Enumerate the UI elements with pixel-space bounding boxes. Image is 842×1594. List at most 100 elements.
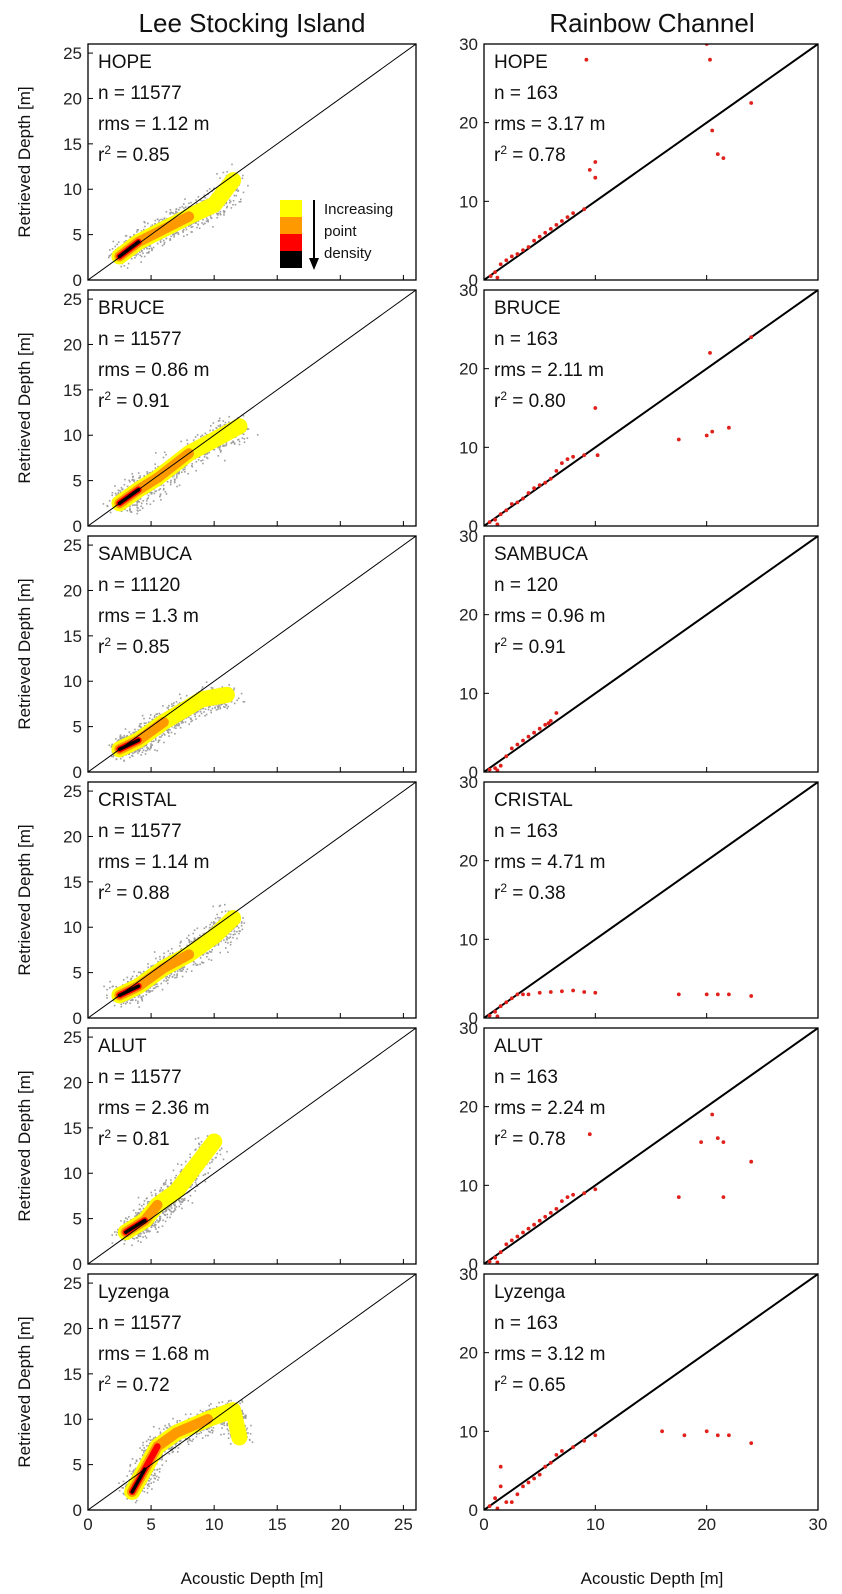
cloud-point xyxy=(170,484,172,486)
cloud-point xyxy=(191,970,193,972)
legend-line-2: density xyxy=(324,245,372,262)
cloud-point xyxy=(167,979,169,981)
data-point xyxy=(749,994,753,998)
y-tick-label: 10 xyxy=(459,684,478,703)
cloud-point xyxy=(238,698,240,700)
cloud-point xyxy=(129,1002,131,1004)
cloud-point xyxy=(162,219,164,221)
cloud-point xyxy=(217,707,219,709)
cloud-point xyxy=(242,178,244,180)
cloud-point xyxy=(182,1200,184,1202)
cloud-point xyxy=(216,1153,218,1155)
y-tick-label: 15 xyxy=(63,627,82,646)
data-point xyxy=(749,335,753,339)
y-tick-label: 10 xyxy=(63,426,82,445)
cloud-point xyxy=(170,1179,172,1181)
cloud-point xyxy=(145,753,147,755)
cloud-point xyxy=(143,221,145,223)
data-point xyxy=(504,258,508,262)
cloud-point xyxy=(121,487,123,489)
cloud-point xyxy=(150,504,152,506)
data-point xyxy=(705,993,709,997)
cloud-point xyxy=(139,251,141,253)
cloud-point xyxy=(179,1201,181,1203)
cloud-point xyxy=(188,203,190,205)
cloud-point xyxy=(171,703,173,705)
cloud-point xyxy=(144,722,146,724)
cloud-point xyxy=(226,444,228,446)
cloud-point xyxy=(217,213,219,215)
cloud-point xyxy=(246,1428,248,1430)
data-point xyxy=(543,1215,547,1219)
cloud-point xyxy=(209,188,211,190)
cloud-point xyxy=(210,217,212,219)
cloud-point xyxy=(142,752,144,754)
y-tick-label: 20 xyxy=(459,360,478,379)
data-point xyxy=(504,1000,508,1004)
cloud-point xyxy=(138,1213,140,1215)
cloud-point xyxy=(179,485,181,487)
data-point xyxy=(555,469,559,473)
cloud-point xyxy=(223,212,225,214)
cloud-point xyxy=(228,684,230,686)
cloud-point xyxy=(176,477,178,479)
cloud-point xyxy=(163,1183,165,1185)
cloud-point xyxy=(166,211,168,213)
y-tick-label: 10 xyxy=(63,672,82,691)
cloud-point xyxy=(180,942,182,944)
cloud-point xyxy=(228,416,230,418)
data-point xyxy=(716,152,720,156)
cloud-point xyxy=(139,509,141,511)
cloud-point xyxy=(186,695,188,697)
data-point xyxy=(727,993,731,997)
cloud-point xyxy=(129,508,131,510)
y-axis-label: Retrieved Depth [m] xyxy=(15,332,34,483)
cloud-point xyxy=(150,748,152,750)
cloud-point xyxy=(138,1197,140,1199)
cloud-point xyxy=(226,708,228,710)
cloud-point xyxy=(153,500,155,502)
data-point xyxy=(527,245,531,249)
cloud-point xyxy=(190,718,192,720)
cloud-point xyxy=(178,723,180,725)
cloud-point xyxy=(118,490,120,492)
cloud-point xyxy=(163,489,165,491)
cloud-point xyxy=(201,1141,203,1143)
cloud-point xyxy=(182,230,184,232)
cloud-point xyxy=(170,236,172,238)
data-point xyxy=(560,1199,564,1203)
cloud-point xyxy=(220,214,222,216)
cloud-point xyxy=(180,698,182,700)
cloud-point xyxy=(209,1162,211,1164)
cloud-point xyxy=(184,966,186,968)
cloud-point xyxy=(121,489,123,491)
cloud-point xyxy=(206,956,208,958)
cloud-point xyxy=(219,917,221,919)
cloud-point xyxy=(137,504,139,506)
data-point xyxy=(571,211,575,215)
cloud-point xyxy=(148,248,150,250)
cloud-point xyxy=(209,1167,211,1169)
cloud-point xyxy=(176,486,178,488)
cloud-point xyxy=(131,479,133,481)
data-point xyxy=(489,274,493,278)
cloud-point xyxy=(109,255,111,257)
cloud-point xyxy=(160,983,162,985)
cloud-point xyxy=(238,927,240,929)
data-point xyxy=(527,1227,531,1231)
cloud-point xyxy=(226,171,228,173)
cloud-point xyxy=(188,723,190,725)
cloud-point xyxy=(220,1154,222,1156)
cloud-point xyxy=(130,1000,132,1002)
cloud-point xyxy=(199,935,201,937)
cloud-point xyxy=(227,942,229,944)
rms-label: rms = 3.17 m xyxy=(494,114,605,135)
cloud-point xyxy=(162,1225,164,1227)
cloud-point xyxy=(242,175,244,177)
cloud-point xyxy=(181,1164,183,1166)
cloud-point xyxy=(219,1150,221,1152)
cloud-point xyxy=(106,989,108,991)
cloud-point xyxy=(221,1427,223,1429)
cloud-point xyxy=(146,500,148,502)
